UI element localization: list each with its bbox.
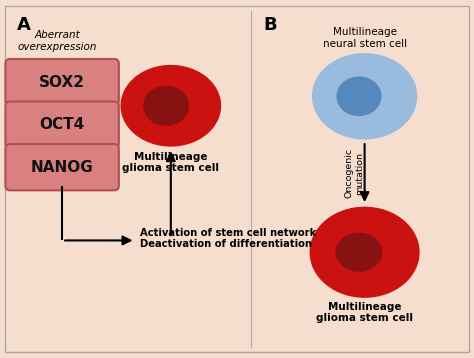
Ellipse shape [310, 207, 419, 297]
Text: B: B [263, 16, 277, 34]
Ellipse shape [336, 233, 382, 271]
FancyBboxPatch shape [5, 101, 119, 148]
Text: Multilineage
glioma stem cell: Multilineage glioma stem cell [122, 151, 219, 173]
FancyBboxPatch shape [5, 59, 119, 105]
Text: Multilineage
glioma stem cell: Multilineage glioma stem cell [316, 302, 413, 324]
Text: Multilineage
neural stem cell: Multilineage neural stem cell [322, 28, 407, 49]
Ellipse shape [144, 87, 189, 125]
Text: SOX2: SOX2 [39, 74, 85, 90]
Text: Aberrant
overexpression: Aberrant overexpression [18, 30, 97, 52]
Ellipse shape [121, 66, 220, 146]
Text: Oncogenic
mutation: Oncogenic mutation [345, 148, 364, 198]
Text: A: A [17, 16, 31, 34]
Ellipse shape [337, 77, 381, 115]
FancyBboxPatch shape [5, 144, 119, 190]
Text: NANOG: NANOG [31, 160, 93, 175]
Ellipse shape [313, 54, 417, 139]
Text: OCT4: OCT4 [39, 117, 85, 132]
Text: Activation of stem cell network
Deactivation of differentiation: Activation of stem cell network Deactiva… [140, 228, 317, 249]
FancyBboxPatch shape [5, 6, 469, 352]
